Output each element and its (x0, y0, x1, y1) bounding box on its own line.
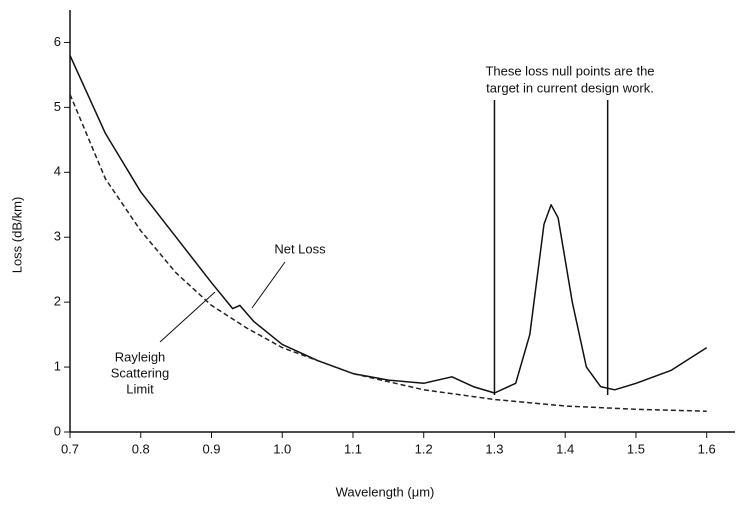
rayleigh-label: Limit (126, 381, 154, 396)
y-tick-label: 2 (54, 294, 61, 309)
annotation: These loss null points are the (485, 63, 654, 78)
x-tick-label: 1.2 (415, 441, 433, 456)
rayleigh-label: Scattering (111, 365, 170, 380)
series-line (69, 94, 707, 412)
x-tick-label: 1.0 (273, 441, 291, 456)
y-tick-label: 3 (54, 229, 61, 244)
y-tick-label: 1 (54, 359, 61, 374)
x-tick-label: 0.9 (202, 441, 220, 456)
y-tick-label: 0 (54, 423, 61, 438)
x-tick-label: 1.1 (344, 441, 362, 456)
x-tick-label: 0.8 (132, 441, 150, 456)
rayleigh-label: Rayleigh (115, 349, 166, 364)
y-tick-label: 4 (54, 164, 61, 179)
x-tick-label: 1.6 (698, 441, 716, 456)
leader-line (251, 261, 286, 309)
x-axis-label: Wavelength (μm) (336, 484, 435, 499)
leader-line (159, 291, 216, 343)
y-tick-label: 6 (54, 34, 61, 49)
x-tick-label: 1.4 (556, 441, 574, 456)
x-tick-label: 0.7 (61, 441, 79, 456)
y-tick-label: 5 (54, 99, 61, 114)
y-axis-label: Loss (dB/km) (9, 197, 24, 274)
x-tick-label: 1.5 (627, 441, 645, 456)
x-tick-label: 1.3 (485, 441, 503, 456)
annotation: target in current design work. (486, 80, 654, 95)
series-line (69, 55, 708, 394)
net-loss-label: Net Loss (274, 241, 326, 256)
